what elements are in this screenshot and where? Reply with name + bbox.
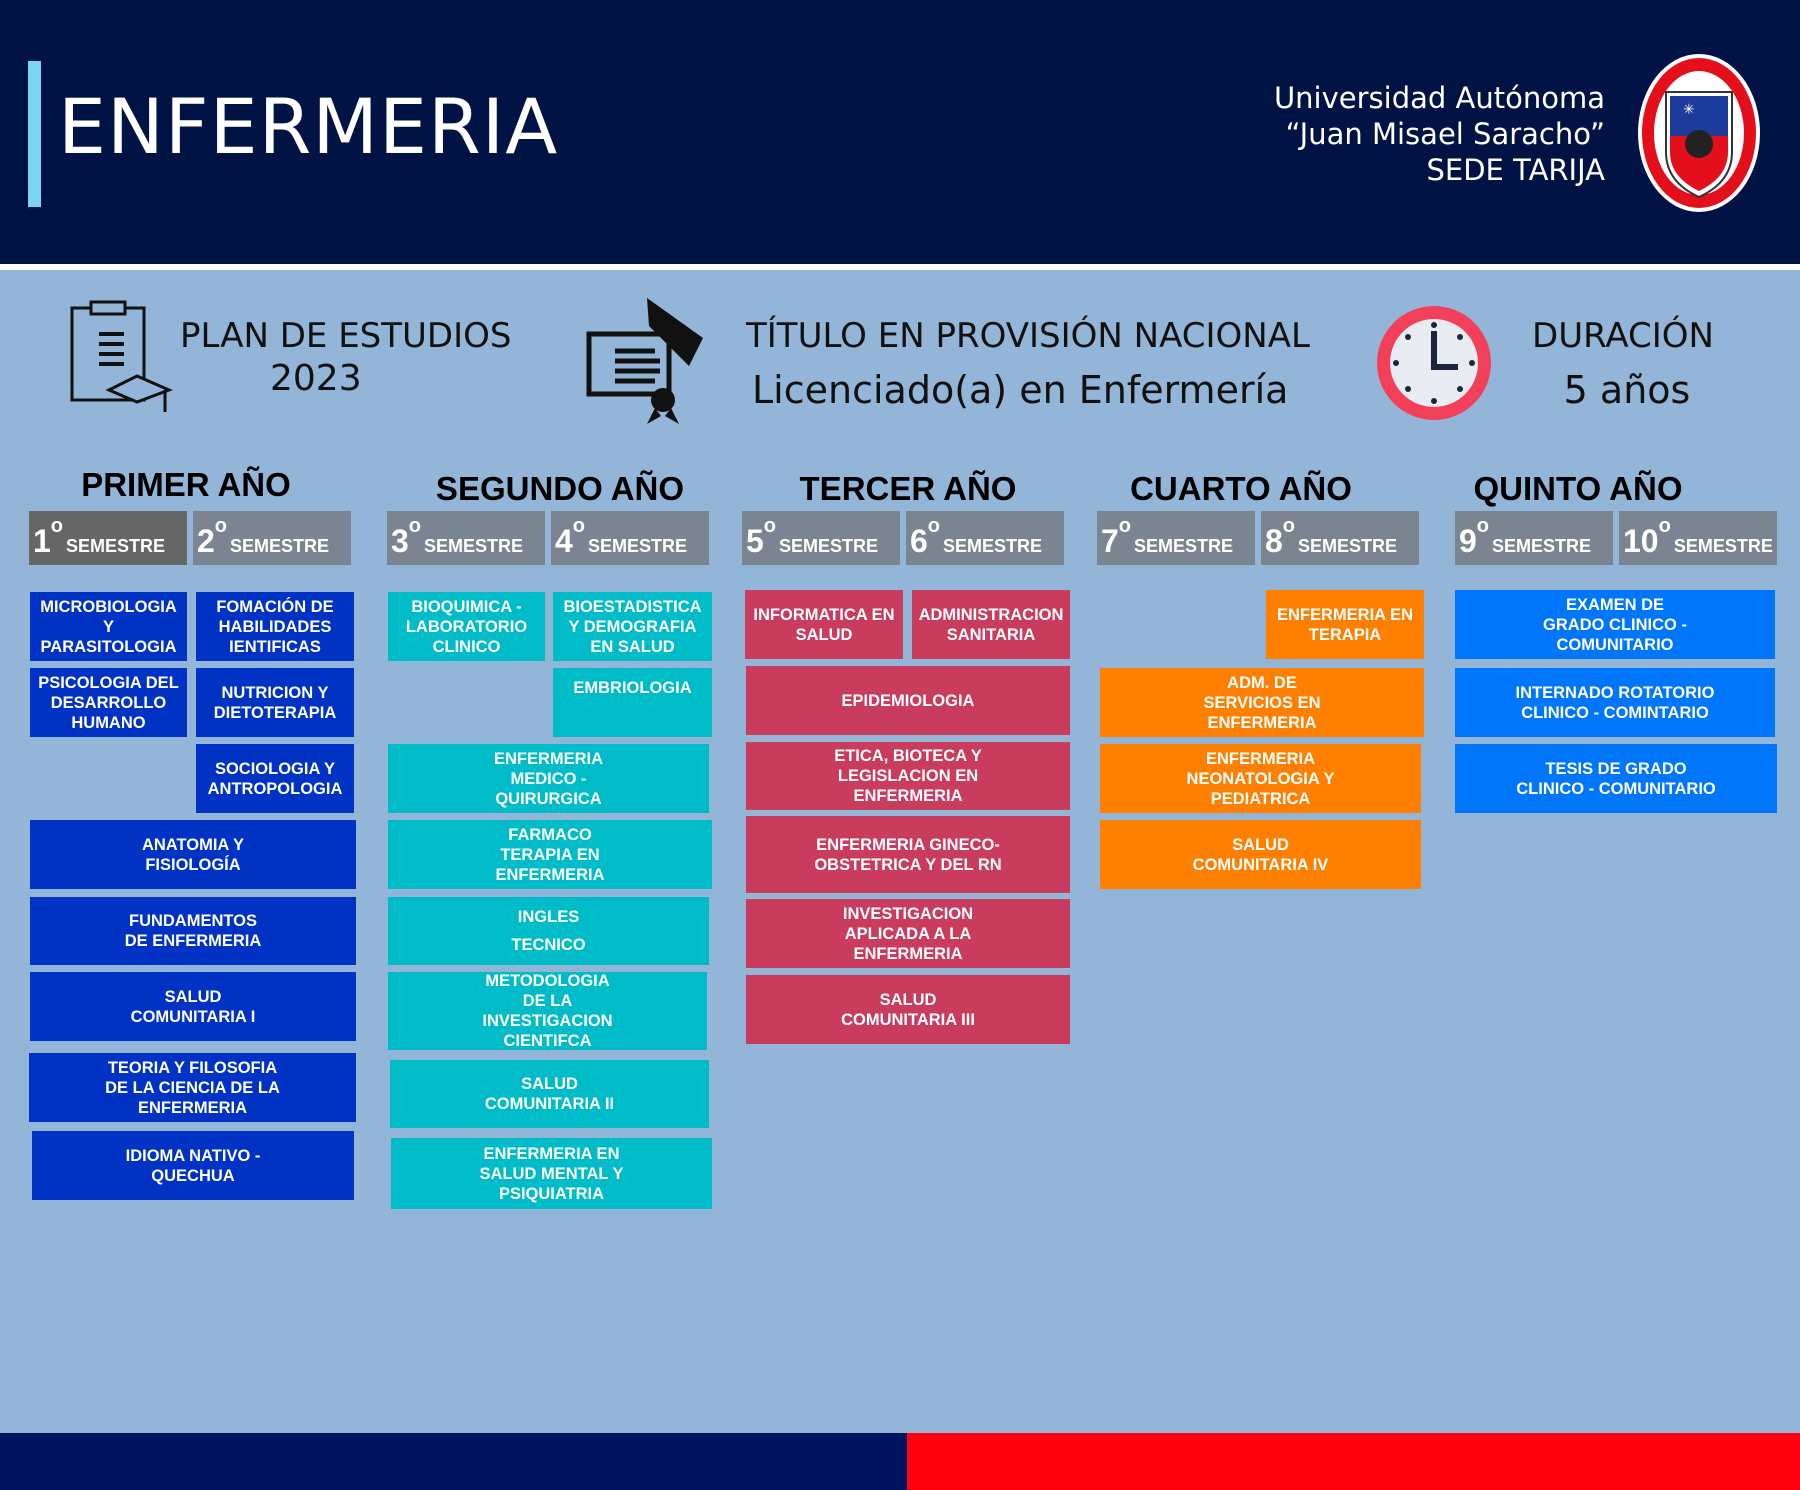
course-box: TESIS DE GRADO CLINICO - COMUNITARIO [1455, 744, 1777, 813]
course-box: IDIOMA NATIVO - QUECHUA [32, 1131, 354, 1200]
semester-number: 1 [33, 523, 51, 559]
svg-text:✳: ✳ [1683, 101, 1695, 117]
course-box: ENFERMERIA MEDICO - QUIRURGICA [388, 744, 709, 813]
semester-word: SEMESTRE [588, 536, 688, 556]
ordinal-mark: o [927, 515, 941, 537]
semester-number: 3 [391, 523, 409, 559]
footer-band-red [907, 1433, 1800, 1490]
course-box: INTERNADO ROTATORIO CLINICO - COMINTARIO [1455, 668, 1775, 737]
semester-word: SEMESTRE [66, 536, 166, 556]
semester-number: 6 [910, 523, 928, 559]
course-box: INFORMATICA EN SALUD [745, 590, 903, 659]
semester-word: SEMESTRE [1298, 536, 1398, 556]
course-box: EMBRIOLOGIA [553, 668, 712, 737]
course-box: ENFERMERIA EN TERAPIA [1266, 590, 1424, 659]
semester-number: 2 [197, 523, 215, 559]
semester-header-9: 9 o SEMESTRE [1455, 511, 1613, 565]
semester-word: SEMESTRE [230, 536, 330, 556]
year-heading-1: PRIMER AÑO [81, 466, 291, 503]
ordinal-mark: o [408, 515, 422, 537]
diploma-graduation-icon [586, 298, 703, 424]
course-box: ADMINISTRACION SANITARIA [912, 590, 1070, 659]
duration-label: DURACIÓN [1532, 316, 1714, 356]
plan-label: PLAN DE ESTUDIOS [180, 316, 512, 356]
duration-value: 5 años [1563, 368, 1691, 412]
degree-label: TÍTULO EN PROVISIÓN NACIONAL [746, 316, 1310, 356]
clipboard-graduation-icon [70, 300, 173, 412]
semester-header-4: 4 o SEMESTRE [551, 511, 709, 565]
semester-header-3: 3 o SEMESTRE [387, 511, 545, 565]
semester-word: SEMESTRE [943, 536, 1043, 556]
semester-word: SEMESTRE [1673, 536, 1773, 556]
semester-header-6: 6 o SEMESTRE [906, 511, 1064, 565]
course-box: FARMACO TERAPIA EN ENFERMERIA [388, 820, 712, 889]
course-box: ANATOMIA Y FISIOLOGÍA [30, 820, 356, 889]
year-heading-3: TERCER AÑO [799, 470, 1017, 507]
semester-word: SEMESTRE [1492, 536, 1592, 556]
semester-header-1: 1 o SEMESTRE [29, 511, 187, 565]
year-heading-2: SEGUNDO AÑO [435, 470, 685, 507]
course-box: ETICA, BIOTECA Y LEGISLACION EN ENFERMER… [746, 742, 1070, 810]
university-name: Universidad Autónoma “Juan Misael Sarach… [1274, 80, 1605, 188]
university-line-1: Universidad Autónoma [1273, 81, 1605, 115]
ordinal-mark: o [50, 515, 64, 537]
course-box: NUTRICION Y DIETOTERAPIA [196, 668, 354, 737]
course-box: SALUD COMUNITARIA II [390, 1060, 709, 1128]
clock-icon [1377, 306, 1491, 420]
semester-number: 4 [555, 523, 573, 559]
course-box: ENFERMERIA GINECO- OBSTETRICA Y DEL RN [746, 816, 1070, 893]
course-box: TEORIA Y FILOSOFIA DE LA CIENCIA DE LA E… [29, 1053, 356, 1122]
course-box: INVESTIGACION APLICADA A LA ENFERMERIA [746, 899, 1070, 968]
course-box: METODOLOGIA DE LA INVESTIGACION CIENTIFC… [388, 972, 707, 1050]
semester-number: 5 [746, 523, 764, 559]
course-box: SALUD COMUNITARIA IV [1100, 820, 1421, 889]
course-box: PSICOLOGIA DEL DESARROLLO HUMANO [30, 668, 187, 737]
semester-word: SEMESTRE [779, 536, 879, 556]
header-divider [0, 264, 1800, 270]
year-heading-4: CUARTO AÑO [1130, 470, 1352, 507]
course-box: INGLES TECNICO [388, 897, 709, 965]
ordinal-mark: o [1658, 515, 1671, 537]
semester-header-5: 5 o SEMESTRE [742, 511, 900, 565]
ordinal-mark: o [1282, 515, 1296, 537]
university-line-2: “Juan Misael Saracho” [1285, 117, 1605, 151]
semester-word: SEMESTRE [1134, 536, 1234, 556]
course-box: BIOESTADISTICA Y DEMOGRAFIA EN SALUD [553, 592, 712, 661]
ordinal-mark: o [1476, 515, 1490, 537]
semester-header-2: 2 o SEMESTRE [193, 511, 351, 565]
semester-word: SEMESTRE [424, 536, 524, 556]
semester-number: 8 [1265, 523, 1283, 559]
university-seal-logo: ✳ [1638, 54, 1760, 212]
header-banner [0, 0, 1800, 264]
course-box: FUNDAMENTOS DE ENFERMERIA [30, 897, 356, 965]
course-box: SALUD COMUNITARIA III [746, 975, 1070, 1044]
course-box: FOMACIÓN DE HABILIDADES IENTIFICAS [196, 592, 354, 661]
ordinal-mark: o [1118, 515, 1132, 537]
semester-number: 10 [1623, 523, 1659, 559]
ordinal-mark: o [572, 515, 586, 537]
course-box: ENFERMERIA EN SALUD MENTAL Y PSIQUIATRIA [391, 1138, 712, 1209]
university-line-3: SEDE TARIJA [1426, 153, 1606, 187]
footer-band-navy [0, 1433, 907, 1490]
course-box: EPIDEMIOLOGIA [746, 666, 1070, 735]
page-title: ENFERMERIA [58, 82, 559, 171]
semester-header-8: 8 o SEMESTRE [1261, 511, 1419, 565]
course-box: MICROBIOLOGIA Y PARASITOLOGIA [30, 592, 187, 661]
course-box: BIOQUIMICA - LABORATORIO CLINICO [388, 592, 545, 661]
semester-number: 7 [1101, 523, 1119, 559]
degree-value: Licenciado(a) en Enfermería [752, 368, 1289, 412]
semester-header-7: 7 o SEMESTRE [1097, 511, 1255, 565]
year-heading-5: QUINTO AÑO [1473, 470, 1683, 507]
ordinal-mark: o [763, 515, 777, 537]
semester-number: 9 [1459, 523, 1477, 559]
ordinal-mark: o [214, 515, 228, 537]
course-box: SOCIOLOGIA Y ANTROPOLOGIA [196, 744, 354, 813]
course-box: EXAMEN DE GRADO CLINICO - COMUNITARIO [1455, 590, 1775, 659]
course-box: ENFERMERIA NEONATOLOGIA Y PEDIATRICA [1100, 744, 1421, 813]
semester-header-10: 10 o SEMESTRE [1619, 511, 1777, 565]
title-accent-bar [28, 61, 41, 207]
course-box: SALUD COMUNITARIA I [30, 972, 356, 1041]
course-box: ADM. DE SERVICIOS EN ENFERMERIA [1100, 668, 1424, 737]
plan-year: 2023 [270, 358, 362, 399]
